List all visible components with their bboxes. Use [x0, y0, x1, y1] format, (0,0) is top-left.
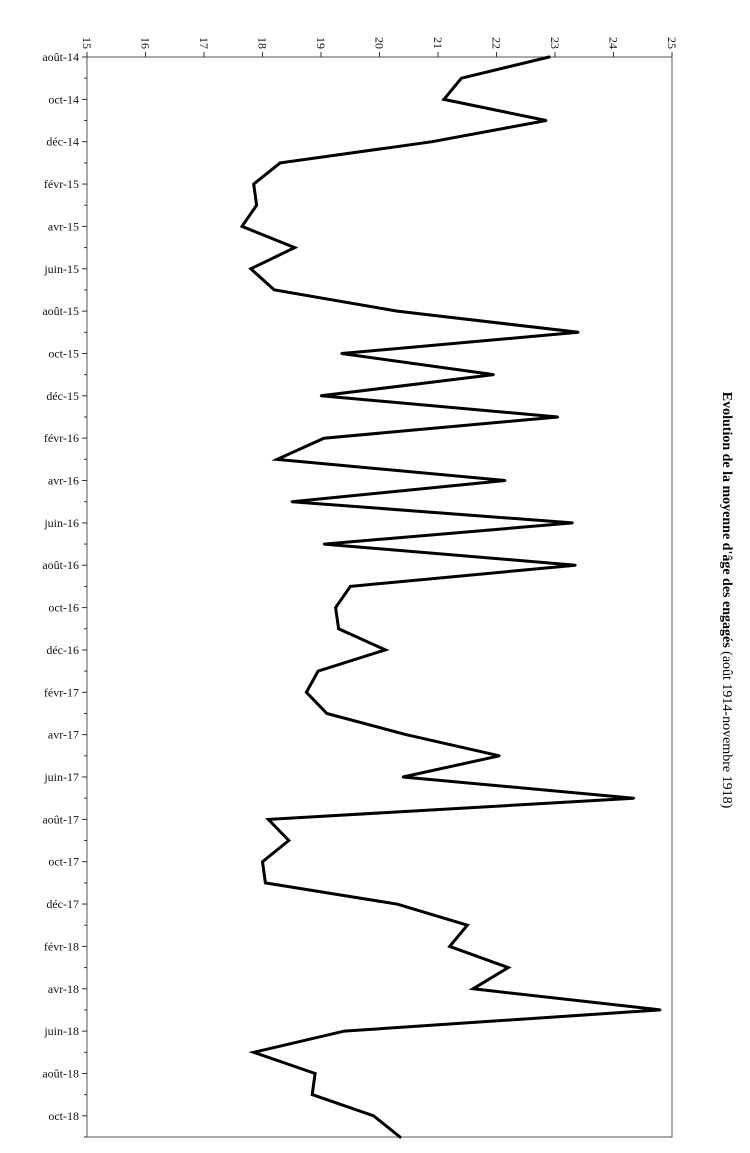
data-point [448, 945, 451, 948]
value-tick-label: 15 [80, 37, 94, 49]
data-point [255, 204, 258, 207]
chart-title-main: Evolution de la moyenne d'âge des engagé… [719, 392, 734, 648]
data-point [287, 839, 291, 842]
data-point [278, 161, 282, 165]
category-tick-label: déc-17 [46, 897, 79, 911]
plot-frame [86, 56, 673, 1138]
data-point [577, 331, 580, 334]
value-tick-label: 16 [139, 37, 153, 49]
category-tick-label: oct-18 [48, 1109, 79, 1123]
data-point [325, 712, 329, 715]
data-point [632, 796, 636, 800]
category-tick-label: févr-17 [44, 685, 79, 699]
category-tick-label: oct-16 [48, 601, 79, 615]
data-point [398, 1135, 402, 1139]
category-axis: août-14 oct-14 déc-14 févr-15 avr-15 juin-15 a… [42, 50, 87, 1138]
data-point [334, 606, 337, 609]
value-tick-label: 17 [197, 37, 211, 49]
value-tick-label: 20 [373, 37, 387, 49]
value-axis: 15 16 17 18 19 20 21 22 23 24 25 [80, 37, 679, 57]
data-point [290, 500, 293, 503]
data-point [305, 691, 308, 694]
data-point [571, 521, 574, 525]
data-point [313, 1072, 317, 1075]
data-point [293, 246, 296, 249]
data-point [442, 98, 446, 101]
category-tick-label: févr-18 [44, 939, 79, 953]
chart-title-range: (août 1914-novembre 1918) [719, 648, 734, 809]
data-point [240, 225, 244, 228]
data-point [349, 585, 352, 588]
data-point [311, 1093, 314, 1096]
value-tick-label: 22 [490, 37, 504, 49]
data-point [545, 119, 548, 122]
data-point [319, 394, 323, 398]
data-point [401, 775, 405, 779]
data-points [240, 55, 662, 1139]
category-tick-label: avr-16 [48, 474, 79, 488]
category-tick-label: août-14 [42, 50, 79, 64]
data-point [659, 1008, 662, 1012]
category-tick-label: juin-18 [43, 1024, 79, 1038]
category-tick-label: avr-18 [48, 982, 79, 996]
category-tick-label: juin-17 [43, 770, 79, 784]
chart-title: Evolution de la moyenne d'âge des engagé… [719, 392, 734, 809]
category-tick-label: déc-15 [46, 389, 79, 403]
data-point [471, 987, 475, 990]
category-tick-label: avr-17 [48, 728, 79, 742]
data-point [504, 479, 507, 482]
data-point [252, 182, 255, 186]
data-point [384, 648, 387, 652]
data-point [340, 352, 343, 355]
data-point [466, 924, 469, 927]
category-tick-label: août-16 [42, 558, 79, 572]
data-point [492, 373, 495, 376]
data-point [547, 55, 551, 59]
category-tick-label: oct-17 [48, 855, 79, 869]
data-point [395, 309, 399, 313]
data-point [261, 860, 264, 863]
data-point [264, 881, 267, 885]
data-point [275, 458, 279, 461]
data-point [460, 76, 463, 80]
data-point [395, 902, 399, 906]
category-tick-label: déc-14 [46, 135, 79, 149]
data-point [337, 627, 340, 630]
category-tick-label: août-17 [42, 812, 79, 826]
category-tick-label: oct-15 [48, 346, 79, 360]
data-point [322, 436, 326, 440]
data-point [267, 818, 270, 821]
value-tick-label: 23 [548, 37, 562, 49]
category-tick-label: déc-16 [46, 643, 79, 657]
data-point [404, 733, 408, 736]
data-point [507, 966, 510, 969]
data-point [249, 267, 252, 270]
category-tick-label: avr-15 [48, 219, 79, 233]
category-tick-label: juin-15 [43, 262, 79, 276]
value-tick-label: 25 [665, 37, 679, 49]
data-point [322, 542, 326, 546]
data-point [273, 288, 276, 292]
category-tick-label: août-18 [42, 1066, 79, 1080]
category-tick-label: oct-14 [48, 92, 79, 106]
category-tick-label: févr-16 [44, 431, 79, 445]
value-tick-label: 21 [431, 37, 445, 49]
data-point [430, 140, 434, 143]
data-point [498, 754, 501, 758]
data-point [252, 1051, 255, 1054]
category-tick-label: févr-15 [44, 177, 79, 191]
data-point [556, 415, 560, 419]
value-tick-label: 18 [256, 37, 270, 49]
series-line [239, 55, 661, 1139]
value-tick-label: 24 [607, 37, 621, 49]
data-point [343, 1029, 346, 1033]
data-point [574, 564, 577, 567]
data-point [372, 1114, 375, 1118]
category-tick-label: août-15 [42, 304, 79, 318]
category-tick-label: juin-16 [43, 516, 79, 530]
value-tick-label: 19 [314, 37, 328, 49]
data-point [316, 669, 320, 673]
